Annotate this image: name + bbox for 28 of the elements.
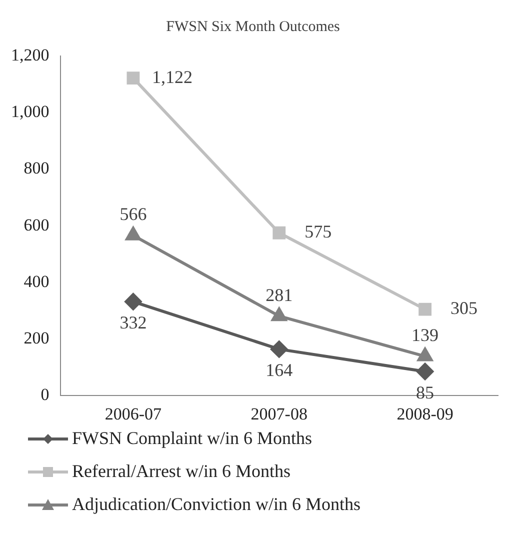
y-tick-label: 800 [24, 158, 50, 178]
legend-label: Adjudication/Conviction w/in 6 Months [72, 494, 360, 515]
data-label: 139 [412, 324, 439, 345]
data-label: 575 [304, 222, 332, 242]
y-tick-label: 400 [24, 272, 50, 291]
legend-label: FWSN Complaint w/in 6 Months [72, 428, 312, 449]
data-label: 164 [266, 360, 293, 380]
y-tick-label: 0 [40, 385, 50, 404]
data-label: 332 [120, 312, 147, 332]
point [126, 72, 140, 85]
legend-label: Referral/Arrest w/in 6 Months [72, 461, 290, 482]
y-tick-label: 600 [24, 215, 50, 234]
data-label: 281 [266, 284, 293, 305]
x-tick-label: 2006-07 [104, 404, 162, 424]
y-tick-label: 200 [24, 328, 50, 348]
point [124, 293, 142, 310]
data-label: 305 [450, 298, 478, 318]
data-label: 566 [120, 204, 147, 224]
point [418, 302, 432, 316]
point [416, 363, 434, 380]
x-tick-label: 2007-08 [250, 404, 308, 424]
chart-title: FWSN Six Month Outcomes [166, 18, 340, 35]
point [270, 340, 288, 358]
x-tick-label: 2008-09 [396, 404, 454, 424]
point [272, 226, 286, 240]
y-tick-label: 1,200 [11, 45, 50, 64]
data-label: 1,122 [152, 66, 192, 87]
y-tick-label: 1,000 [11, 102, 50, 122]
